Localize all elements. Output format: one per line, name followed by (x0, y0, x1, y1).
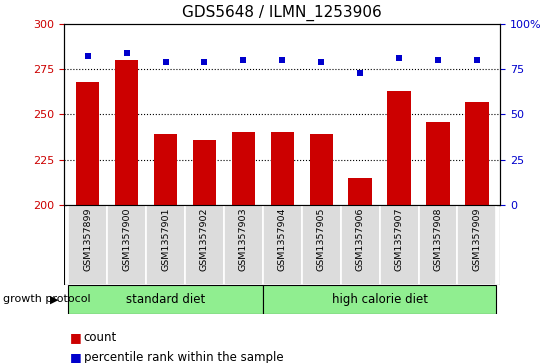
Bar (76, 82, 100, 205)
Bar (380, 205, 419, 285)
Text: GSM1357907: GSM1357907 (395, 208, 404, 271)
Bar (231, 132, 255, 205)
Bar (387, 91, 411, 205)
Point (434, 57, 443, 63)
Text: GSM1357909: GSM1357909 (472, 208, 481, 271)
Point (395, 55, 404, 61)
Bar (302, 205, 340, 285)
Bar (146, 205, 185, 285)
Text: ■: ■ (70, 331, 82, 344)
Text: GSM1357906: GSM1357906 (356, 208, 364, 271)
Text: standard diet: standard diet (126, 293, 205, 306)
Bar (107, 205, 146, 285)
Bar (457, 205, 496, 285)
Bar (115, 60, 138, 205)
Bar (340, 205, 380, 285)
Bar (348, 178, 372, 205)
Text: GSM1357901: GSM1357901 (161, 208, 170, 271)
Bar (427, 122, 449, 205)
Text: high calorie diet: high calorie diet (331, 293, 428, 306)
Bar (193, 140, 216, 205)
Bar (185, 205, 224, 285)
Bar (68, 205, 107, 285)
Point (161, 59, 170, 65)
Text: GSM1357908: GSM1357908 (434, 208, 443, 271)
Point (317, 59, 326, 65)
Bar (224, 205, 263, 285)
Text: growth protocol: growth protocol (3, 294, 91, 305)
Text: GSM1357904: GSM1357904 (278, 208, 287, 271)
Text: GSM1357900: GSM1357900 (122, 208, 131, 271)
Title: GDS5648 / ILMN_1253906: GDS5648 / ILMN_1253906 (182, 5, 382, 21)
Point (472, 57, 481, 63)
Point (239, 57, 248, 63)
Bar (68, 285, 263, 314)
Bar (271, 132, 294, 205)
Text: percentile rank within the sample: percentile rank within the sample (84, 351, 283, 363)
Bar (154, 134, 177, 205)
Bar (263, 205, 302, 285)
Point (356, 70, 364, 76)
Bar (263, 285, 496, 314)
Text: GSM1357902: GSM1357902 (200, 208, 209, 271)
Text: ▶: ▶ (50, 294, 59, 305)
Text: ■: ■ (70, 351, 82, 363)
Text: count: count (84, 331, 117, 344)
Text: GSM1357905: GSM1357905 (317, 208, 326, 271)
Bar (310, 134, 333, 205)
Text: GSM1357899: GSM1357899 (83, 208, 92, 271)
Point (83, 53, 92, 59)
Text: GSM1357903: GSM1357903 (239, 208, 248, 271)
Bar (419, 205, 457, 285)
Point (278, 57, 287, 63)
Point (122, 50, 131, 56)
Bar (465, 102, 489, 205)
Point (200, 59, 209, 65)
